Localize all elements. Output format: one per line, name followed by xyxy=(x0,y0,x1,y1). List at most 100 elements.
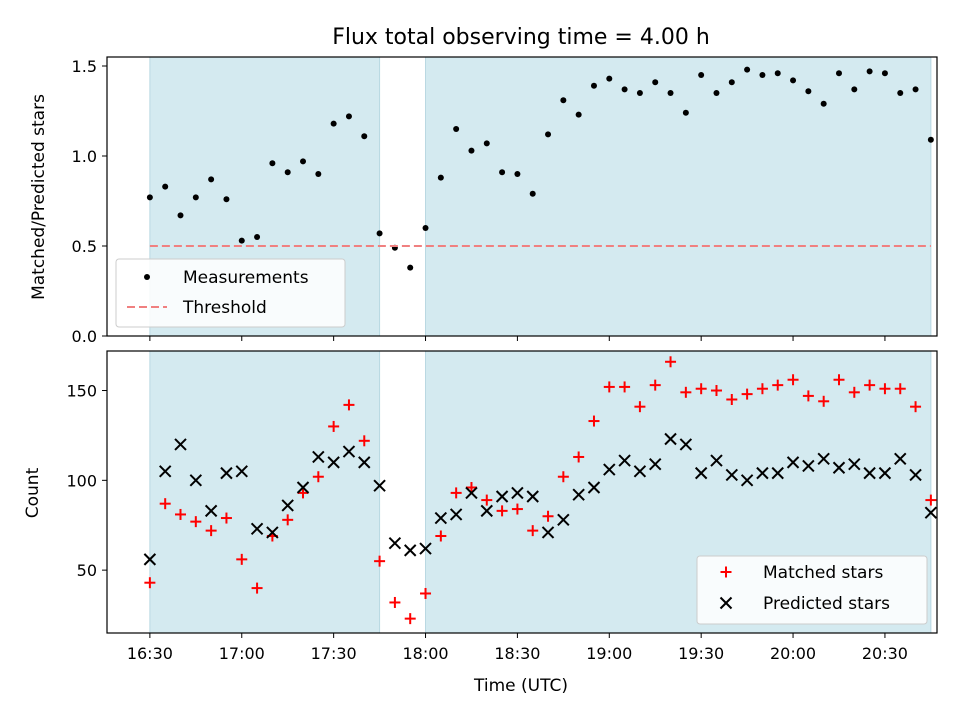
predicted-star-point xyxy=(511,486,524,500)
measurement-point xyxy=(545,131,552,138)
predicted-star-point xyxy=(158,465,172,478)
predicted-star-point xyxy=(817,452,830,465)
matched-star-point xyxy=(894,383,906,395)
measurement-point xyxy=(146,194,153,201)
measurement-point xyxy=(468,147,475,154)
measurement-point xyxy=(162,183,169,190)
measurement-point xyxy=(897,90,904,96)
matched-star-point xyxy=(619,381,631,393)
matched-star-point xyxy=(220,512,232,524)
predicted-star-point xyxy=(174,438,187,451)
predicted-star-point xyxy=(924,506,938,519)
measurement-point xyxy=(407,264,414,271)
legend-marker-predicted xyxy=(719,596,733,610)
matched-star-point xyxy=(756,383,768,395)
predicted-star-point xyxy=(587,481,601,494)
measurement-point xyxy=(590,82,597,89)
matched-star-point xyxy=(420,587,432,599)
predicted-star-point xyxy=(848,457,861,471)
legend-label-threshold: Threshold xyxy=(182,298,267,318)
measurement-point xyxy=(636,90,643,96)
predicted-star-point xyxy=(495,490,509,503)
predicted-star-point xyxy=(603,463,616,476)
bottom-panel: 50 100 150 16:30 17:00 17:30 18:00 18:30 19:00 19… xyxy=(66,350,938,663)
matched-star-point xyxy=(435,530,447,542)
matched-star-point xyxy=(557,471,569,483)
x-tick-label: 17:00 xyxy=(219,644,265,663)
y-tick-label: 1.5 xyxy=(72,57,97,76)
bottom-y-axis-label: Count xyxy=(23,467,43,518)
predicted-star-point xyxy=(557,513,570,527)
x-tick-label: 20:30 xyxy=(862,644,908,663)
legend: Measurements Threshold xyxy=(115,258,346,328)
legend-box xyxy=(696,555,928,625)
predicted-star-point xyxy=(909,468,922,482)
predicted-star-point xyxy=(694,466,708,480)
chart-title: Flux total observing time = 4.00 h xyxy=(332,25,710,50)
measurement-point xyxy=(606,75,613,82)
legend-box xyxy=(115,258,346,328)
y-tick-label: 1.0 xyxy=(72,147,97,166)
matched-star-point xyxy=(573,451,585,463)
measurement-point xyxy=(192,194,199,201)
measurement-point xyxy=(621,86,628,93)
legend-marker-measurements xyxy=(144,274,150,280)
predicted-star-point xyxy=(327,456,340,469)
matched-star-point xyxy=(159,498,171,510)
predicted-star-point xyxy=(342,445,356,458)
matched-star-point xyxy=(726,393,738,405)
predicted-star-point xyxy=(618,454,631,467)
predicted-star-point xyxy=(786,456,800,469)
measurement-point xyxy=(437,174,444,181)
measurement-point xyxy=(835,70,842,77)
matched-star-point xyxy=(404,613,416,625)
matched-star-point xyxy=(343,399,355,411)
legend-label-measurements: Measurements xyxy=(183,268,309,288)
legend: Matched stars Predicted stars xyxy=(696,555,928,625)
measurement-point xyxy=(300,158,307,165)
x-tick-label: 16:30 xyxy=(127,644,173,663)
matched-star-point xyxy=(741,388,753,400)
matched-star-point xyxy=(603,381,615,393)
matched-star-point xyxy=(802,390,814,402)
matched-star-point xyxy=(450,487,462,499)
matched-star-point xyxy=(312,471,324,483)
predicted-star-point xyxy=(235,465,248,478)
predicted-star-point xyxy=(771,466,784,480)
measurement-point xyxy=(805,88,812,95)
matched-star-point xyxy=(190,516,202,528)
predicted-star-point xyxy=(572,488,585,501)
matched-star-point xyxy=(328,420,340,432)
measurement-point xyxy=(560,97,567,104)
measurement-point xyxy=(774,70,781,77)
predicted-star-point xyxy=(266,526,279,539)
measurement-point xyxy=(759,72,766,78)
matched-star-point xyxy=(818,395,830,407)
measurement-point xyxy=(912,86,919,93)
top-panel: 0.0 0.5 1.0 1.5 Measurements Threshold xyxy=(72,56,938,346)
predicted-star-point xyxy=(419,542,432,555)
matched-star-point xyxy=(511,503,523,515)
matched-star-point xyxy=(588,415,600,427)
legend-label-predicted: Predicted stars xyxy=(763,594,890,614)
measurement-point xyxy=(223,196,230,203)
measurement-point xyxy=(927,136,934,143)
matched-star-point xyxy=(848,386,860,398)
predicted-star-point xyxy=(802,459,815,473)
predicted-star-point xyxy=(204,504,218,518)
predicted-star-point xyxy=(388,536,402,550)
y-tick-label: 0.5 xyxy=(72,237,97,256)
y-tick-label: 150 xyxy=(66,382,97,401)
matched-star-point xyxy=(205,525,217,537)
axes-frame xyxy=(106,350,938,634)
predicted-star-point xyxy=(526,490,539,503)
measurement-point xyxy=(208,176,215,183)
matched-star-point xyxy=(680,386,692,398)
measurement-point xyxy=(529,190,536,197)
matched-star-point xyxy=(496,505,508,517)
x-tick-label: 20:00 xyxy=(770,644,816,663)
measurement-point xyxy=(254,234,261,240)
predicted-star-point xyxy=(404,544,417,557)
predicted-star-point xyxy=(373,479,386,492)
predicted-star-point xyxy=(281,499,294,512)
